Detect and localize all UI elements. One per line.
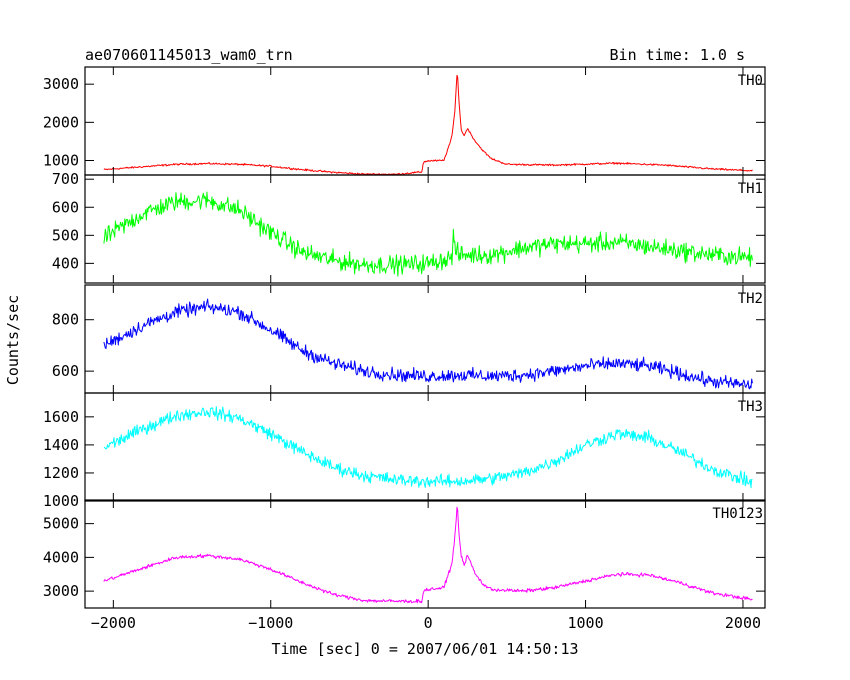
panel-frame (84, 174, 766, 284)
x-tick-label: 0 (424, 614, 433, 632)
panel-label-th0: TH0 (738, 73, 763, 89)
y-tick-label: 400 (52, 254, 79, 272)
y-tick-label: 3000 (43, 75, 79, 93)
y-tick-label: 5000 (43, 515, 79, 533)
panel-frame (84, 392, 766, 502)
x-tick-label: 1000 (567, 614, 603, 632)
x-tick-label: 2000 (725, 614, 761, 632)
panel-th0: 1000 2000 3000 TH0 (43, 66, 766, 176)
x-axis: −2000 −1000 0 1000 2000 (91, 614, 761, 632)
panel-th2: 600 800 TH2 (52, 284, 766, 394)
panel-th1: 400 500 600 700 TH1 (52, 170, 766, 284)
series-line-th1 (103, 191, 753, 277)
y-tick-label: 800 (52, 311, 79, 329)
y-tick-label: 1600 (43, 408, 79, 426)
series-line-th0 (103, 74, 753, 175)
panel-frame (84, 66, 766, 176)
x-tick-label: −1000 (248, 614, 293, 632)
panel-label-th3: TH3 (738, 399, 763, 415)
panel-th0123: 3000 4000 5000 TH0123 (43, 499, 766, 609)
panels-group: 1000 2000 3000 TH0 400 500 600 700 TH1 600 800 TH2 1… (43, 66, 766, 609)
series-line-th2 (103, 298, 753, 390)
y-tick-label: 4000 (43, 548, 79, 566)
bin-time-label: Bin time: 1.0 s (610, 46, 745, 64)
y-tick-label: 1000 (43, 151, 79, 169)
panel-frame (84, 499, 766, 609)
y-tick-label: 1000 (43, 492, 79, 510)
y-tick-label: 500 (52, 226, 79, 244)
panel-label-th0123: TH0123 (712, 506, 763, 522)
chart-title: ae070601145013_wam0_trn (85, 46, 293, 64)
y-tick-label: 2000 (43, 113, 79, 131)
y-tick-label: 600 (52, 362, 79, 380)
panel-label-th1: TH1 (738, 181, 763, 197)
x-tick-label: −2000 (91, 614, 136, 632)
y-tick-label: 600 (52, 198, 79, 216)
panel-label-th2: TH2 (738, 291, 763, 307)
panel-th3: 1000 1200 1400 1600 TH3 (43, 392, 766, 510)
x-axis-title: Time [sec] 0 = 2007/06/01 14:50:13 (271, 640, 578, 658)
series-line-th3 (103, 406, 753, 489)
y-axis-title: Counts/sec (4, 295, 22, 385)
series-line-th0123 (103, 506, 753, 604)
y-tick-label: 1400 (43, 436, 79, 454)
y-tick-label: 700 (52, 170, 79, 188)
y-tick-label: 3000 (43, 582, 79, 600)
y-tick-label: 1200 (43, 464, 79, 482)
